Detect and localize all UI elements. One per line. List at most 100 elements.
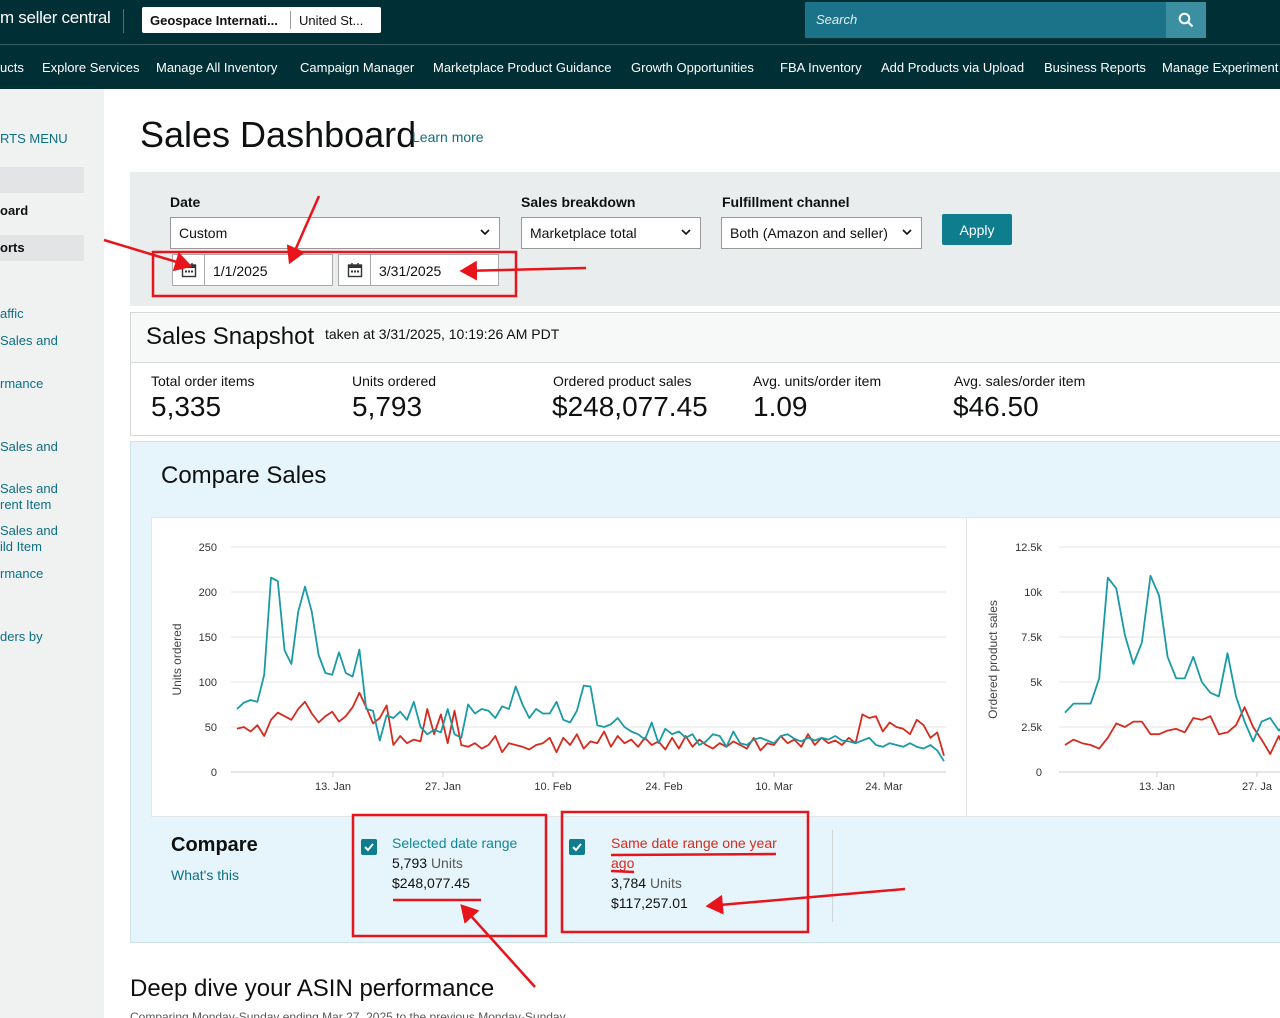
y-tick-label: 7.5k	[1021, 632, 1042, 644]
deep-dive-subtitle: Comparing Monday-Sunday ending Mar 27, 2…	[130, 1010, 566, 1018]
account-switcher[interactable]: Geospace Internati... United St...	[142, 7, 381, 33]
sidebar-item-sales-and-2[interactable]: Sales and	[0, 439, 58, 454]
metric-value: 1.09	[753, 391, 808, 422]
nav-manage-all-inventory[interactable]: Manage All Inventory	[156, 60, 278, 75]
chevron-down-icon	[480, 229, 490, 236]
y-tick-label: 10k	[1024, 587, 1042, 599]
sidebar-item-dashboard[interactable]: oard	[0, 203, 29, 218]
fulfillment-channel-select[interactable]: Both (Amazon and seller)	[721, 217, 922, 249]
calendar-icon[interactable]	[339, 255, 371, 285]
previous-range-checkbox[interactable]	[569, 839, 585, 855]
y-tick-label: 5k	[1030, 677, 1042, 689]
y-axis-label: Units ordered	[170, 623, 184, 695]
sidebar-item-performance[interactable]: rmance	[0, 376, 44, 391]
y-tick-label: 0	[211, 767, 217, 779]
compare-divider	[832, 830, 833, 922]
nav-growth-opportunities[interactable]: Growth Opportunities	[631, 60, 754, 75]
units-label: Units	[649, 875, 682, 891]
nav-explore-services[interactable]: Explore Services	[42, 60, 140, 75]
deep-dive-title: Deep dive your ASIN performance	[130, 975, 495, 1002]
nav-business-reports[interactable]: Business Reports	[1044, 60, 1146, 75]
metric-label: Total order items	[151, 373, 255, 389]
account-region: United St...	[299, 12, 364, 28]
metric-value: $46.50	[953, 391, 1039, 422]
calendar-icon[interactable]	[173, 255, 205, 285]
chevron-down-icon	[681, 229, 691, 236]
account-name: Geospace Internati...	[150, 12, 278, 28]
chart-divider	[966, 517, 967, 817]
snapshot-header: Sales Snapshot taken at 3/31/2025, 10:19…	[131, 313, 1280, 363]
y-tick-label: 0	[1036, 767, 1042, 779]
units-label: Units	[430, 855, 463, 871]
charts-container	[151, 517, 1280, 817]
sidebar-item-sales-and[interactable]: Sales and	[0, 333, 58, 348]
series-line	[236, 691, 945, 757]
top-header: m seller central Geospace Internati... U…	[0, 0, 1280, 44]
metric-value: 5,335	[151, 391, 222, 422]
units-ordered-chart: 0 50 100 150 200 250 13. Jan 27. Jan 10. Feb 24. …	[170, 542, 946, 793]
main-nav: ucts Explore Services Manage All Invento…	[0, 44, 1280, 89]
header-divider	[123, 9, 124, 33]
previous-units: 3,784	[611, 875, 647, 891]
sales-snapshot: Sales Snapshot taken at 3/31/2025, 10:19…	[130, 312, 1280, 436]
apply-button[interactable]: Apply	[942, 214, 1012, 245]
sidebar-item-reports[interactable]: orts	[0, 240, 25, 255]
sales-breakdown-select[interactable]: Marketplace total	[521, 217, 701, 249]
seller-central-logo[interactable]: m seller central	[0, 8, 111, 27]
y-tick-label: 200	[199, 587, 217, 599]
checkmark-icon	[572, 843, 582, 852]
nav-marketplace-product-guidance[interactable]: Marketplace Product Guidance	[433, 60, 612, 75]
sidebar-item-child-item[interactable]: ild Item	[0, 539, 42, 554]
nav-manage-experiments[interactable]: Manage Experiment	[1162, 60, 1279, 75]
y-axis-label: Ordered product sales	[986, 600, 1000, 719]
selected-range-title: Selected date range	[392, 835, 518, 851]
sidebar-highlight	[0, 167, 84, 193]
search-icon	[1178, 12, 1194, 28]
sidebar-item-traffic[interactable]: affic	[0, 306, 24, 321]
snapshot-timestamp: taken at 3/31/2025, 10:19:26 AM PDT	[325, 326, 560, 342]
y-tick-label: 50	[205, 722, 217, 734]
compare-label: Compare	[171, 834, 258, 856]
x-tick-label: 24. Feb	[645, 781, 682, 793]
nav-fba-inventory[interactable]: FBA Inventory	[780, 60, 862, 75]
date-label: Date	[170, 194, 201, 210]
series-line	[1064, 706, 1280, 755]
reports-sidebar: RTS MENU oard orts affic Sales and rmanc…	[0, 89, 104, 1018]
account-separator	[290, 11, 291, 29]
metric-label: Avg. units/order item	[753, 373, 882, 389]
x-tick-label: 27. Jan	[425, 781, 461, 793]
x-tick-label: 10. Feb	[534, 781, 571, 793]
y-tick-label: 250	[199, 542, 217, 554]
sidebar-highlight-reports	[0, 235, 84, 261]
start-date-field[interactable]: 1/1/2025	[172, 254, 333, 286]
sidebar-title: RTS MENU	[0, 131, 68, 146]
previous-range-option[interactable]: Same date range one year ago 3,784 Units…	[611, 833, 791, 913]
end-date-field[interactable]: 3/31/2025	[338, 254, 499, 286]
search-button[interactable]	[1166, 2, 1206, 38]
sales-breakdown-value: Marketplace total	[530, 225, 637, 241]
sidebar-item-parent-item[interactable]: rent Item	[0, 497, 52, 512]
metric-value: 5,793	[352, 391, 423, 422]
date-range-select[interactable]: Custom	[170, 217, 500, 249]
nav-campaign-manager[interactable]: Campaign Manager	[300, 60, 415, 75]
nav-add-products-upload[interactable]: Add Products via Upload	[881, 60, 1025, 75]
y-tick-label: 12.5k	[1015, 542, 1042, 554]
selected-range-checkbox[interactable]	[361, 839, 377, 855]
whats-this-link[interactable]: What's this	[171, 867, 240, 883]
sidebar-item-performance-2[interactable]: rmance	[0, 566, 44, 581]
metric-label: Avg. sales/order item	[954, 373, 1086, 389]
sidebar-item-orders-by[interactable]: ders by	[0, 629, 43, 644]
nav-products[interactable]: ucts	[0, 60, 24, 75]
fulfillment-channel-label: Fulfillment channel	[722, 194, 850, 210]
search-input[interactable]: Search	[805, 2, 1167, 38]
checkmark-icon	[364, 843, 374, 852]
x-tick-label: 24. Mar	[865, 781, 903, 793]
sidebar-item-sales-and-4[interactable]: Sales and	[0, 523, 58, 538]
series-line	[1064, 574, 1280, 743]
ordered-product-sales-chart: 0 2.5k 5k 7.5k 10k 12.5k 13. Jan 27. Ja Ordered …	[986, 542, 1280, 793]
snapshot-title: Sales Snapshot	[146, 323, 315, 350]
sidebar-item-sales-and-3[interactable]: Sales and	[0, 481, 58, 496]
fulfillment-channel-value: Both (Amazon and seller)	[730, 225, 888, 241]
learn-more-link[interactable]: Learn more	[412, 129, 484, 145]
selected-range-option[interactable]: Selected date range 5,793 Units $248,077…	[392, 833, 517, 893]
